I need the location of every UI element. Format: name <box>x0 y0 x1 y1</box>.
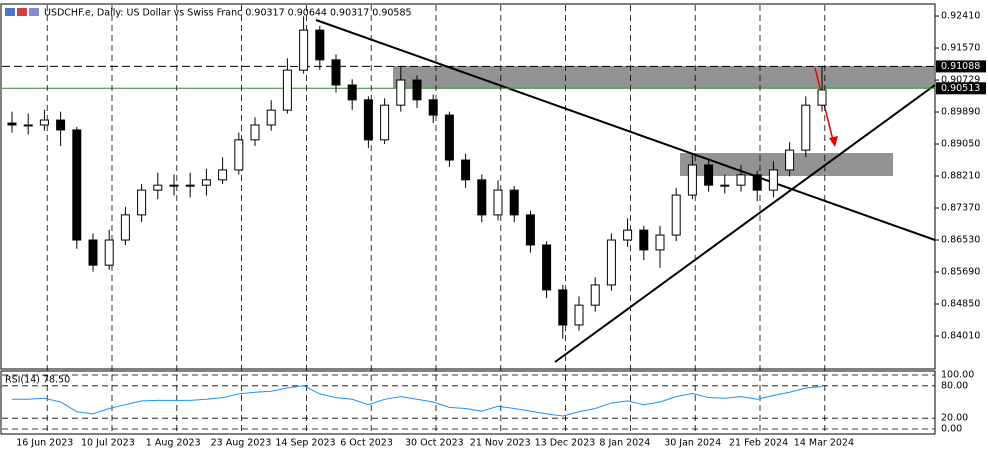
chart-title: USDCHF.e, Daily: US Dollar vs Swiss Fran… <box>44 8 412 19</box>
candle-body <box>72 129 82 241</box>
candle-body <box>153 184 163 191</box>
candle-body <box>218 169 228 181</box>
y-tick-label: 0.88210 <box>941 171 980 182</box>
level-label-bg <box>936 60 986 73</box>
candle-body <box>461 159 471 181</box>
candle-body <box>817 89 827 106</box>
y-tick-label: 0.89890 <box>941 107 980 118</box>
x-tick-label: 21 Nov 2023 <box>470 438 531 449</box>
x-tick-label: 6 Oct 2023 <box>340 438 393 449</box>
x-tick-label: 1 Aug 2023 <box>146 438 201 449</box>
y-tick-label: 0.91570 <box>941 43 980 54</box>
candle-body <box>347 84 357 101</box>
y-tick-label: 0.84850 <box>941 299 980 310</box>
candle-body <box>363 99 373 141</box>
y-tick-label: 0.87370 <box>941 203 980 214</box>
candle-body <box>299 29 309 71</box>
y-tick-label: 0.85690 <box>941 267 980 278</box>
candle-body <box>687 164 697 196</box>
candle-body <box>444 114 454 161</box>
candle-body <box>39 119 49 126</box>
icon <box>5 8 15 16</box>
x-tick-label: 30 Jan 2024 <box>664 438 721 449</box>
x-tick-label: 30 Oct 2023 <box>405 438 464 449</box>
candle-body <box>234 139 244 171</box>
level-label: 0.90513 <box>941 83 980 94</box>
candle-body <box>185 184 195 187</box>
candle-body <box>752 174 762 191</box>
candle-body <box>380 104 390 141</box>
candle-body <box>671 194 681 236</box>
trendline <box>315 19 936 241</box>
rsi-tick-label: 0.00 <box>941 424 962 435</box>
trendline <box>554 84 936 363</box>
candle-body <box>23 124 33 127</box>
candle-body <box>606 239 616 286</box>
rsi-tick-label: 20.00 <box>941 413 968 424</box>
icon <box>17 8 27 16</box>
candle-body <box>768 169 778 191</box>
x-tick-label: 23 Aug 2023 <box>211 438 272 449</box>
x-tick-label: 14 Sep 2023 <box>275 438 335 449</box>
candle-body <box>509 189 519 216</box>
candle-body <box>558 289 568 326</box>
candle-body <box>736 174 746 186</box>
candle-body <box>7 122 17 126</box>
rsi-line <box>12 385 823 417</box>
arrow-head <box>829 136 838 147</box>
candle-body <box>477 179 487 216</box>
candle-body <box>137 189 147 216</box>
candle-body <box>704 164 714 186</box>
candle-body <box>266 109 276 126</box>
candle-body <box>542 244 552 291</box>
x-tick-label: 16 Jun 2023 <box>16 438 73 449</box>
candle-body <box>331 59 341 86</box>
resistance-zone <box>393 66 935 88</box>
y-tick-label: 0.90729 <box>941 75 980 86</box>
level-label-bg <box>936 82 986 95</box>
x-tick-label: 10 Jul 2023 <box>81 438 135 449</box>
y-tick-label: 0.84010 <box>941 331 980 342</box>
x-tick-label: 21 Feb 2024 <box>729 438 788 449</box>
candle-body <box>104 239 114 266</box>
candle-body <box>120 214 130 241</box>
candle-body <box>623 229 633 241</box>
candle-body <box>88 239 98 266</box>
candle-body <box>201 179 211 186</box>
x-tick-label: 14 Mar 2024 <box>794 438 854 449</box>
candle-body <box>785 149 795 171</box>
candle-body <box>655 234 665 251</box>
candle-body <box>590 284 600 306</box>
candle-body <box>315 29 325 61</box>
candle-body <box>493 189 503 216</box>
candle-body <box>396 79 406 106</box>
y-tick-label: 0.92410 <box>941 11 980 22</box>
candle-body <box>525 214 535 246</box>
candle-body <box>428 99 438 116</box>
rsi-tick-label: 80.00 <box>941 380 968 391</box>
candle-body <box>801 104 811 151</box>
y-tick-label: 0.89050 <box>941 139 980 150</box>
price-panel <box>0 3 936 370</box>
candle-body <box>720 184 730 187</box>
x-tick-label: 8 Jan 2024 <box>599 438 650 449</box>
candle-body <box>169 184 179 187</box>
candle-body <box>412 79 422 101</box>
rsi-panel <box>0 370 936 435</box>
rsi-title: RSI(14) 78.50 <box>5 375 70 386</box>
candle-body <box>639 229 649 251</box>
candle-body <box>574 304 584 326</box>
candle-body <box>250 124 260 141</box>
candle-body <box>282 69 292 111</box>
y-tick-label: 0.86530 <box>941 235 980 246</box>
icon <box>29 8 39 16</box>
level-label: 0.91088 <box>941 61 980 72</box>
candle-body <box>56 119 66 131</box>
x-tick-label: 13 Dec 2023 <box>535 438 596 449</box>
rsi-tick-label: 100.00 <box>941 370 974 381</box>
